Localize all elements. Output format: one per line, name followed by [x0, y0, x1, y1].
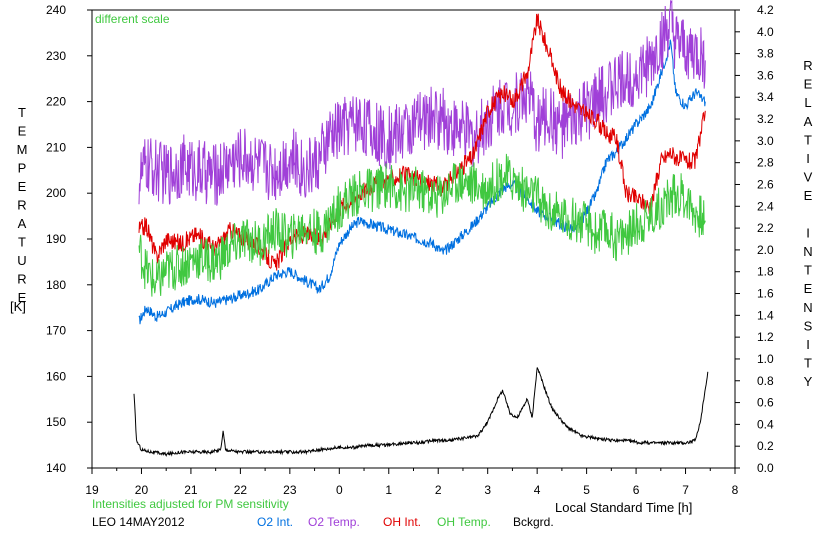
y-label-right-letter: V: [804, 170, 813, 185]
right-tick-label: 1.2: [757, 330, 774, 344]
y-label-right-letter: T: [804, 132, 812, 147]
series-line-bckgrd: [133, 367, 709, 457]
y-label-right-letter: A: [804, 114, 813, 129]
right-tick-label: 0.4: [757, 417, 774, 431]
y-label-left-letter: T: [18, 105, 26, 120]
left-tick-label: 240: [46, 3, 66, 17]
x-axis: 19 20 21 22 23 0 1 2 3 4 5 6 7 8: [85, 468, 739, 497]
left-tick-label: 210: [46, 140, 66, 154]
right-tick-label: 1.4: [757, 308, 774, 322]
y-label-left-letter: E: [18, 179, 27, 194]
legend-item: O2 Temp.: [308, 515, 360, 529]
x-tick-label: 6: [633, 483, 640, 497]
y-label-left-letter: P: [18, 161, 27, 176]
right-tick-label: 1.8: [757, 265, 774, 279]
right-tick-label: 0.8: [757, 374, 774, 388]
y-label-left-letter: E: [18, 290, 27, 305]
y-label-right-letter: L: [804, 95, 811, 110]
left-tick-label: 220: [46, 95, 66, 109]
right-tick-label: 3.0: [757, 134, 774, 148]
left-tick-label: 170: [46, 324, 66, 338]
legend-item: OH Int.: [383, 515, 421, 529]
legend-item: O2 Int.: [257, 515, 293, 529]
right-tick-label: 2.4: [757, 199, 774, 213]
series-group: [133, 0, 709, 457]
x-tick-label: 2: [435, 483, 442, 497]
legend-item: Bckgrd.: [513, 515, 554, 529]
legend-item: OH Temp.: [437, 515, 491, 529]
series-line-oh-temp: [138, 153, 706, 297]
right-tick-label: 1.0: [757, 352, 774, 366]
y-label-left-letter: R: [17, 272, 26, 287]
right-tick-label: 3.2: [757, 112, 774, 126]
right-tick-label: 2.8: [757, 156, 774, 170]
right-tick-label: 2.2: [757, 221, 774, 235]
y-label-left-letter: U: [17, 253, 26, 268]
x-tick-label: 4: [534, 483, 541, 497]
x-tick-label: 1: [385, 483, 392, 497]
x-tick-label: 21: [184, 483, 198, 497]
right-tick-label: 4.2: [757, 3, 774, 17]
left-tick-label: 180: [46, 278, 66, 292]
left-tick-label: 230: [46, 49, 66, 63]
y-label-right-letter: S: [804, 318, 813, 333]
y-label-right-letter: N: [803, 300, 812, 315]
legend: O2 Int. O2 Temp. OH Int. OH Temp. Bckgrd.: [257, 515, 554, 529]
x-tick-label: 20: [135, 483, 149, 497]
left-tick-label: 190: [46, 232, 66, 246]
y-label-right-letter: N: [803, 244, 812, 259]
y-label-right-letter: E: [804, 188, 813, 203]
right-axis: 0.0 0.2 0.4 0.6 0.8 1.0 1.2 1.4 1.6 1.8 2.0 2.2 2.4 2…: [735, 3, 774, 475]
left-axis: 140 150 160 170 180 190 200 210 220 230 240: [46, 3, 92, 475]
right-tick-label: 2.0: [757, 243, 774, 257]
y-axis-unit-left: [K]: [10, 299, 26, 314]
right-tick-label: 3.4: [757, 90, 774, 104]
x-tick-label: 8: [732, 483, 739, 497]
left-tick-label: 150: [46, 415, 66, 429]
series-line-oh-int: [138, 13, 706, 271]
right-tick-label: 3.8: [757, 47, 774, 61]
right-tick-label: 4.0: [757, 25, 774, 39]
right-tick-label: 3.6: [757, 68, 774, 82]
station-label: LEO 14MAY2012: [92, 515, 185, 529]
right-tick-label: 0.2: [757, 439, 774, 453]
y-label-left-letter: A: [18, 216, 27, 231]
right-tick-label: 2.6: [757, 177, 774, 191]
left-tick-label: 200: [46, 186, 66, 200]
right-tick-label: 1.6: [757, 287, 774, 301]
y-label-right-letter: E: [804, 77, 813, 92]
y-label-right-letter: T: [804, 356, 812, 371]
series-line-o2-temp: [138, 0, 706, 206]
right-tick-label: 0.6: [757, 396, 774, 410]
y-label-right-letter: R: [803, 58, 812, 73]
y-label-right-letter: T: [804, 263, 812, 278]
left-tick-label: 160: [46, 369, 66, 383]
left-tick-label: 140: [46, 461, 66, 475]
series-line-o2-int: [138, 39, 706, 325]
x-tick-label: 3: [484, 483, 491, 497]
right-tick-label: 0.0: [757, 461, 774, 475]
pm-note: Intensities adjusted for PM sensitivity: [92, 497, 289, 511]
y-label-left-letter: E: [18, 124, 27, 139]
y-label-left-letter: M: [17, 142, 28, 157]
x-tick-label: 0: [336, 483, 343, 497]
y-label-right-letter: I: [806, 225, 810, 240]
x-tick-label: 22: [234, 483, 248, 497]
y-label-right-letter: Y: [804, 374, 813, 389]
y-label-right-letter: I: [806, 151, 810, 166]
x-tick-label: 19: [85, 483, 99, 497]
x-tick-label: 5: [583, 483, 590, 497]
y-label-left-letter: R: [17, 198, 26, 213]
scale-note: different scale: [95, 12, 170, 26]
x-tick-label: 23: [283, 483, 297, 497]
x-tick-label: 7: [682, 483, 689, 497]
x-axis-label: Local Standard Time [h]: [555, 500, 692, 515]
y-label-right-letter: E: [804, 281, 813, 296]
y-label-left-letter: T: [18, 235, 26, 250]
y-label-right-letter: I: [806, 337, 810, 352]
